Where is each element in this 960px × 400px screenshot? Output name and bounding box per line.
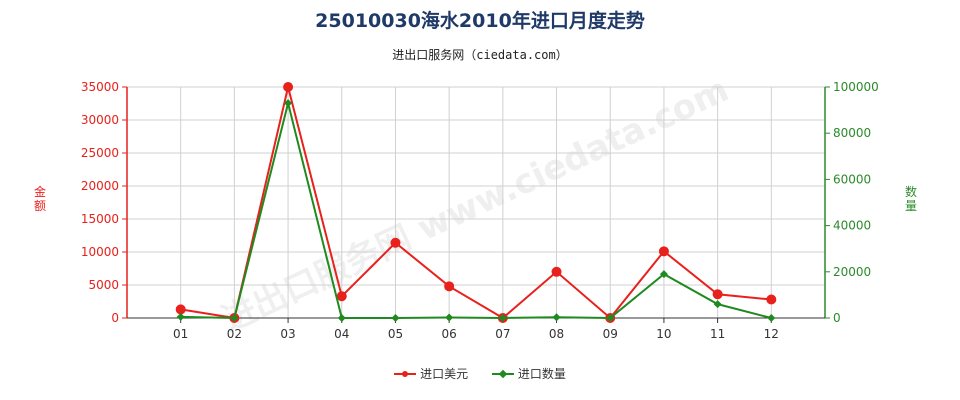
series-1-point-4	[336, 291, 347, 302]
x-tick-label-2: 03	[280, 327, 295, 341]
y-left-tick-label-4: 20000	[81, 179, 119, 193]
y-left-tick-label-0: 0	[111, 311, 119, 325]
y-right-tick-label-4: 80000	[833, 126, 871, 140]
series-2-point-4	[337, 314, 346, 322]
y-right-tick-label-0: 0	[833, 311, 841, 325]
x-tick-label-4: 05	[388, 327, 403, 341]
series-1-point-6	[444, 281, 455, 292]
y-left-tick-label-1: 5000	[88, 278, 119, 292]
series-2-point-9	[606, 314, 615, 322]
y-axis-left-label: 金额	[34, 185, 47, 213]
series-1-point-1	[175, 304, 186, 315]
series-2-point-3	[284, 99, 293, 108]
series-2-point-7	[498, 314, 507, 322]
y-left-tick-label-5: 25000	[81, 146, 119, 160]
legend-swatch-series-1	[394, 369, 417, 379]
legend: 进口美元 进口数量	[0, 365, 960, 382]
y-right-tick-label-3: 60000	[833, 172, 871, 186]
series-2-point-5	[391, 314, 400, 322]
x-tick-label-3: 04	[334, 327, 349, 341]
series-line-2	[180, 102, 772, 320]
legend-label-series-1: 进口美元	[420, 367, 469, 381]
series-line-1	[180, 86, 772, 320]
legend-label-series-2: 进口数量	[517, 367, 566, 381]
series-1-point-8	[551, 266, 562, 277]
y-axis-right-label: 数量	[905, 185, 918, 213]
series-1-point-12	[766, 294, 777, 305]
series-2-point-12	[767, 314, 776, 322]
series-1-point-3	[283, 82, 294, 92]
series-1-point-11	[712, 289, 723, 300]
series-2-point-1	[176, 312, 185, 321]
chart-title: 25010030海水2010年进口月度走势	[315, 10, 645, 32]
y-right-tick-label-1: 20000	[833, 265, 871, 279]
series-2-point-11	[713, 300, 722, 309]
x-tick-label-5: 06	[442, 327, 457, 341]
series-2-point-2	[230, 314, 239, 322]
x-tick-label-11: 12	[764, 327, 779, 341]
x-tick-label-10: 11	[710, 327, 725, 341]
y-left-tick-label-6: 30000	[81, 113, 119, 127]
series-2-point-8	[552, 313, 561, 322]
y-right-tick-label-2: 40000	[833, 219, 871, 233]
series-1-point-5	[390, 237, 401, 248]
x-tick-label-1: 02	[227, 327, 242, 341]
legend-item-series-2[interactable]: 进口数量	[491, 365, 566, 382]
chart-subtitle: 进出口服务网（ciedata.com）	[392, 48, 568, 62]
series-2-point-6	[445, 313, 454, 322]
series-2-point-10	[659, 270, 668, 279]
y-left-tick-label-2: 10000	[81, 245, 119, 259]
legend-item-series-1[interactable]: 进口美元	[394, 365, 468, 382]
x-tick-label-7: 08	[549, 327, 564, 341]
y-left-tick-label-7: 35000	[81, 80, 119, 94]
legend-swatch-series-2	[491, 369, 514, 379]
x-tick-label-6: 07	[495, 327, 510, 341]
x-tick-label-0: 01	[173, 327, 188, 341]
x-tick-label-9: 10	[656, 327, 671, 341]
series-1-point-10	[658, 246, 669, 257]
x-tick-label-8: 09	[603, 327, 618, 341]
y-left-tick-label-3: 15000	[81, 212, 119, 226]
y-right-tick-label-5: 100000	[833, 80, 879, 94]
